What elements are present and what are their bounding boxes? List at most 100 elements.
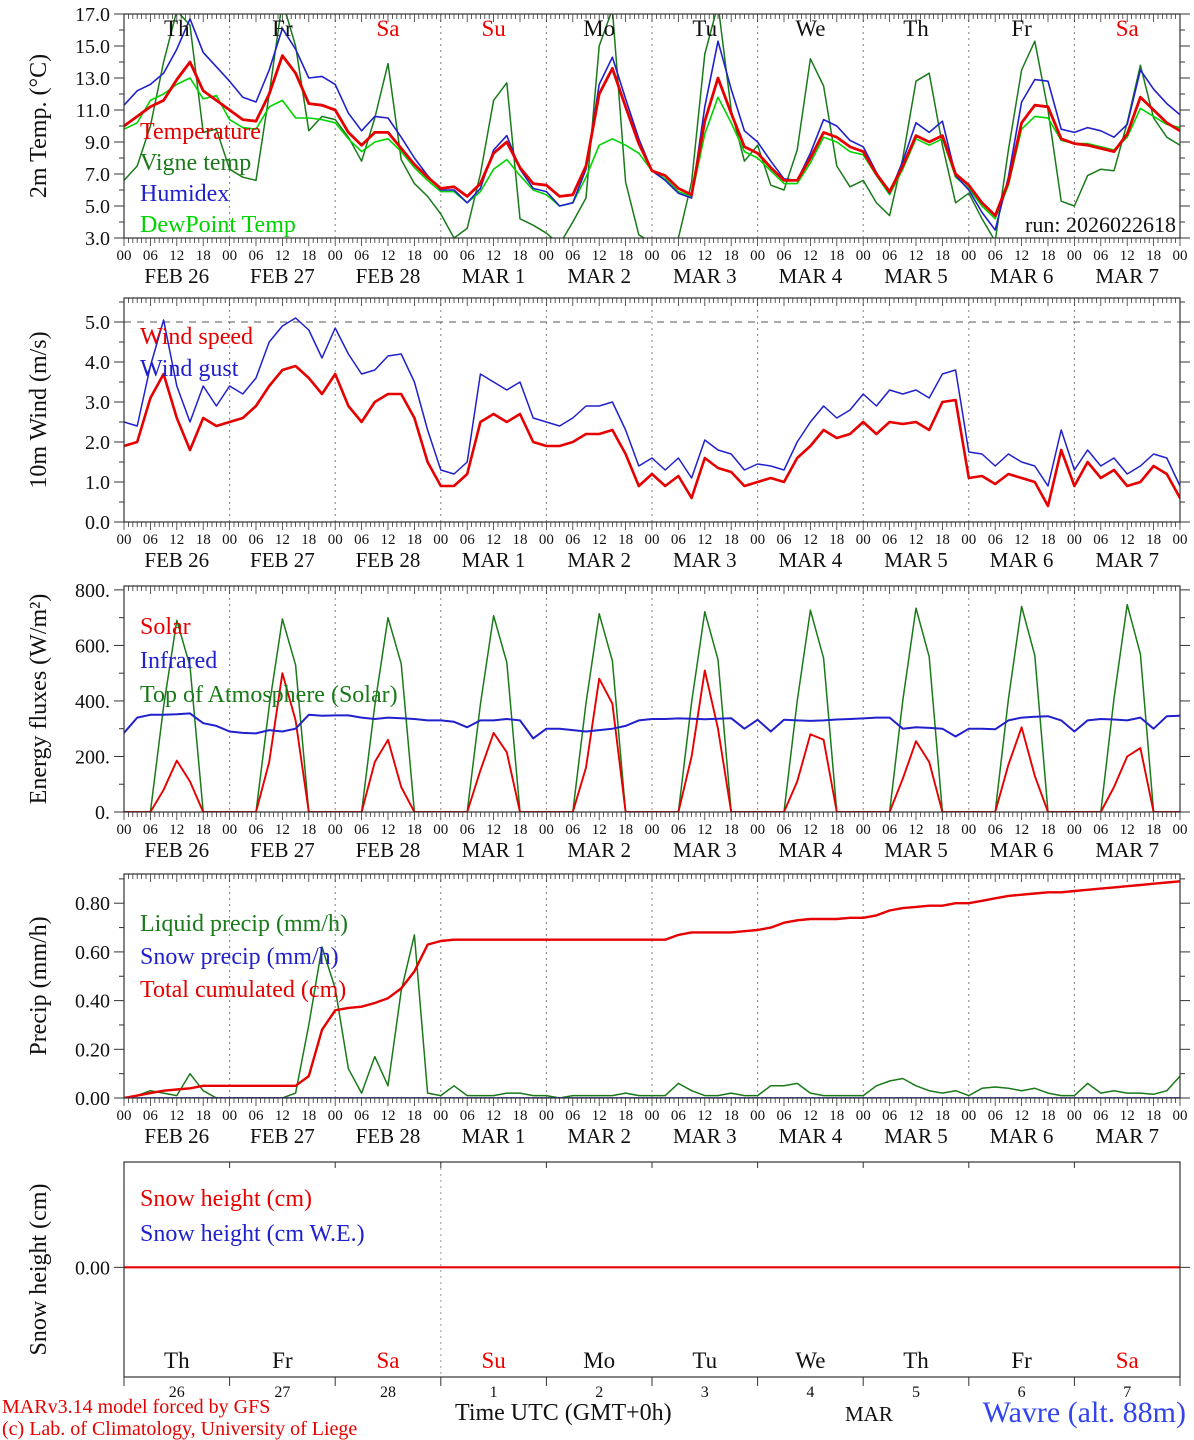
hour-label: 12 <box>592 822 607 838</box>
day-label: Tu <box>692 1348 717 1373</box>
hour-label: 00 <box>539 532 554 548</box>
y-tick-label: 400. <box>75 691 110 713</box>
hour-label: 18 <box>196 532 211 548</box>
hour-label: 18 <box>1041 822 1056 838</box>
hour-label: 12 <box>169 248 184 264</box>
hour-label: 06 <box>565 248 581 264</box>
day-label: We <box>795 16 825 41</box>
hour-label: 00 <box>222 822 237 838</box>
hour-label: 00 <box>645 822 660 838</box>
date-label: MAR 1 <box>462 548 526 572</box>
legend-item: Wind gust <box>140 356 239 382</box>
hour-label: 06 <box>460 822 476 838</box>
hour-label: 12 <box>592 248 607 264</box>
hour-label: 12 <box>1120 532 1135 548</box>
y-tick-label: 13.0 <box>75 68 110 90</box>
date-label: MAR 6 <box>990 548 1054 572</box>
day-label: Sa <box>377 1348 400 1373</box>
y-tick-label: 0.0 <box>85 512 110 534</box>
day-number-label: 26 <box>169 1384 185 1401</box>
y-axis-title: 2m Temp. (°C) <box>26 54 52 198</box>
legend-item: Vigne temp <box>140 150 251 176</box>
y-tick-label: 15.0 <box>75 36 110 58</box>
hour-label: 06 <box>354 248 370 264</box>
hour-label: 06 <box>460 532 476 548</box>
legend-item: Liquid precip (mm/h) <box>140 911 348 937</box>
panel-2: 800. 600. 400. 200. 0. Energy fluxes (W/m²) 00… <box>26 580 1190 862</box>
legend-item: DewPoint Temp <box>140 212 296 238</box>
legend-item: Snow precip (mm/h) <box>140 944 339 970</box>
y-tick-label: 17.0 <box>75 4 110 26</box>
y-tick-label: 11.0 <box>76 100 110 122</box>
hour-label: 06 <box>988 822 1004 838</box>
panel-frame <box>123 297 1181 523</box>
hour-label: 00 <box>750 822 765 838</box>
y-tick-label: 7.0 <box>85 164 110 186</box>
hour-label: 18 <box>301 822 316 838</box>
hour-label: 06 <box>1093 1108 1109 1124</box>
day-label: Fr <box>1011 16 1032 41</box>
hour-label: 00 <box>433 1108 448 1124</box>
hour-label: 18 <box>1041 532 1056 548</box>
hour-label: 12 <box>592 532 607 548</box>
date-label: MAR 2 <box>567 548 631 572</box>
hour-label: 18 <box>407 1108 422 1124</box>
day-label: Mo <box>583 1348 615 1373</box>
hour-label: 18 <box>407 822 422 838</box>
hour-label: 00 <box>856 532 871 548</box>
y-tick-label: 200. <box>75 746 110 768</box>
hour-label: 00 <box>328 532 343 548</box>
date-label: MAR 5 <box>884 838 948 862</box>
hour-label: 18 <box>513 532 528 548</box>
hour-label: 12 <box>697 822 712 838</box>
footer-model-credit: MARv3.14 model forced by GFS <box>2 1396 271 1418</box>
y-tick-label: 4.0 <box>85 352 110 374</box>
date-label: MAR 2 <box>567 838 631 862</box>
panel-0: 17.0 15.0 13.0 11.0 9.0 7.0 5.0 3.0 2m Temp. (°C… <box>26 4 1190 288</box>
legend-item: Humidex <box>140 181 229 207</box>
hour-label: 06 <box>460 248 476 264</box>
hour-label: 06 <box>882 1108 898 1124</box>
hour-label: 00 <box>645 1108 660 1124</box>
legend-item: Infrared <box>140 648 217 674</box>
date-label: MAR 7 <box>1095 838 1159 862</box>
date-label: MAR 6 <box>990 838 1054 862</box>
day-label: Su <box>481 1348 506 1373</box>
date-label: MAR 4 <box>779 548 843 572</box>
day-label: Su <box>481 16 506 41</box>
hour-label: 06 <box>777 1108 793 1124</box>
hour-label: 18 <box>407 248 422 264</box>
hour-label: 18 <box>1146 248 1161 264</box>
y-tick-label: 0.00 <box>75 1088 110 1110</box>
hour-label: 12 <box>1120 822 1135 838</box>
hour-label: 06 <box>143 822 159 838</box>
hour-label: 06 <box>988 532 1004 548</box>
hour-label: 00 <box>539 822 554 838</box>
hour-label: 06 <box>565 822 581 838</box>
y-tick-label: 3.0 <box>85 228 110 250</box>
panel-4: 0.00 Snow height (cm) Th Fr Sa Su Mo Tu We Th Fr Sa… <box>26 1161 1190 1401</box>
legend-item: Top of Atmosphere (Solar) <box>140 682 398 708</box>
hour-label: 00 <box>328 1108 343 1124</box>
y-axis-title: Snow height (cm) <box>26 1184 52 1356</box>
day-number-label: 2 <box>595 1384 603 1401</box>
hour-label: 18 <box>935 248 950 264</box>
date-label: MAR 1 <box>462 838 526 862</box>
hour-label: 18 <box>829 532 844 548</box>
hour-label: 12 <box>697 248 712 264</box>
footer-lab-credit: (c) Lab. of Climatology, University of L… <box>2 1418 358 1440</box>
date-label: FEB 28 <box>356 548 421 572</box>
date-label: FEB 28 <box>356 264 421 288</box>
hour-label: 12 <box>1014 1108 1029 1124</box>
x-axis-title: Time UTC (GMT+0h) <box>455 1400 672 1426</box>
hour-label: 18 <box>196 1108 211 1124</box>
y-tick-label: 1.0 <box>85 472 110 494</box>
hour-label: 12 <box>909 532 924 548</box>
series-total-cumulated-cm <box>124 880 1180 1098</box>
hour-label: 00 <box>1173 822 1188 838</box>
hour-label: 18 <box>724 532 739 548</box>
legend-item: Snow height (cm W.E.) <box>140 1221 365 1247</box>
hour-label: 00 <box>750 248 765 264</box>
series-temperature <box>124 54 1180 218</box>
